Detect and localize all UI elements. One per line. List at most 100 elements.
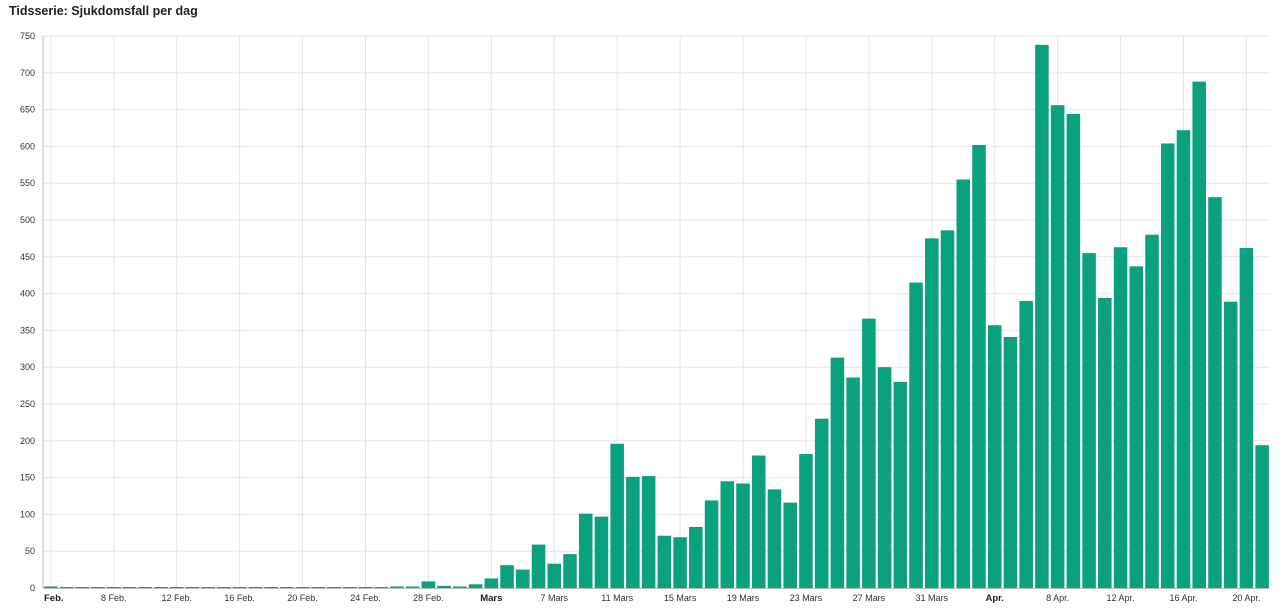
bar[interactable] <box>217 587 231 588</box>
y-tick-label: 500 <box>20 215 35 225</box>
bar[interactable] <box>594 516 609 588</box>
bar[interactable] <box>1113 247 1128 589</box>
bar[interactable] <box>1208 197 1222 588</box>
y-tick-label: 650 <box>20 105 35 115</box>
x-tick-label: 12 Apr. <box>1107 593 1135 603</box>
bar[interactable] <box>44 586 58 589</box>
bar[interactable] <box>138 587 153 588</box>
bar[interactable] <box>1192 81 1206 588</box>
bar[interactable] <box>232 587 247 588</box>
y-tick-labels: 0 50 100 150 200 250 300 350 400 450 500 550 600 650 7… <box>20 31 35 593</box>
bar[interactable] <box>641 476 656 588</box>
bar[interactable] <box>704 500 719 588</box>
bar[interactable] <box>59 587 74 588</box>
bar[interactable] <box>1050 105 1065 589</box>
bar[interactable] <box>516 569 530 588</box>
bar[interactable] <box>987 325 1002 588</box>
bar[interactable] <box>327 587 341 588</box>
bar[interactable] <box>736 483 750 588</box>
bar[interactable] <box>374 587 388 588</box>
bar[interactable] <box>909 282 923 588</box>
bar[interactable] <box>531 544 546 588</box>
bar[interactable] <box>342 587 357 588</box>
bar[interactable] <box>500 565 514 588</box>
bar[interactable] <box>751 455 766 588</box>
bar[interactable] <box>783 502 797 588</box>
y-tick-label: 750 <box>20 31 35 41</box>
bar[interactable] <box>799 454 813 588</box>
y-tick-label: 200 <box>20 436 35 446</box>
bar[interactable] <box>610 443 624 588</box>
bar[interactable] <box>1145 234 1159 588</box>
bar[interactable] <box>468 584 483 588</box>
bar[interactable] <box>1176 130 1191 588</box>
x-tick-label: 8 Apr. <box>1046 593 1069 603</box>
bar[interactable] <box>248 587 263 588</box>
bar[interactable] <box>201 587 215 588</box>
bar[interactable] <box>657 535 672 588</box>
bar[interactable] <box>122 587 137 588</box>
bar[interactable] <box>75 587 90 588</box>
bar[interactable] <box>484 578 499 588</box>
bar[interactable] <box>421 581 436 588</box>
bar[interactable] <box>1239 247 1254 588</box>
bar[interactable] <box>1255 445 1269 588</box>
y-tick-label: 550 <box>20 178 35 188</box>
bar[interactable] <box>814 418 829 588</box>
bar[interactable] <box>626 476 640 588</box>
x-tick-label: 8 Feb. <box>101 593 127 603</box>
bar[interactable] <box>1003 337 1018 588</box>
bar[interactable] <box>1223 301 1238 588</box>
bar[interactable] <box>91 587 105 588</box>
bar[interactable] <box>846 377 860 589</box>
bar[interactable] <box>185 587 200 588</box>
chart-title: Tidsserie: Sjukdomsfall per dag <box>9 4 198 18</box>
bar[interactable] <box>1129 266 1144 588</box>
bar[interactable] <box>1066 114 1081 589</box>
bar[interactable] <box>972 144 986 588</box>
bar[interactable] <box>358 587 373 588</box>
bar[interactable] <box>1019 300 1033 588</box>
bar[interactable] <box>720 481 735 588</box>
bar[interactable] <box>1160 143 1175 588</box>
bar[interactable] <box>154 587 168 588</box>
x-tick-label: 31 Mars <box>916 593 949 603</box>
bar[interactable] <box>940 230 955 589</box>
x-tick-label: 11 Mars <box>601 593 633 603</box>
y-tick-label: 250 <box>20 399 35 409</box>
x-tick-label: 27 Mars <box>853 593 886 603</box>
y-tick-label: 100 <box>20 509 35 519</box>
bar[interactable] <box>673 537 687 588</box>
bar[interactable] <box>107 587 121 588</box>
bar[interactable] <box>689 526 703 588</box>
bar[interactable] <box>311 587 326 588</box>
bar[interactable] <box>563 554 577 588</box>
bar[interactable] <box>1082 253 1096 588</box>
bar[interactable] <box>893 381 908 588</box>
x-tick-label: Mars <box>480 593 502 604</box>
y-tick-label: 350 <box>20 325 35 335</box>
bar[interactable] <box>830 357 845 588</box>
x-tick-label: 12 Feb. <box>161 593 192 603</box>
x-tick-label: Apr. <box>985 593 1003 604</box>
y-tick-label: 400 <box>20 289 35 299</box>
bar[interactable] <box>547 563 562 588</box>
bar[interactable] <box>578 513 593 588</box>
bar[interactable] <box>453 586 467 589</box>
bar[interactable] <box>437 585 451 588</box>
bar[interactable] <box>877 367 892 588</box>
bar[interactable] <box>280 587 294 588</box>
y-tick-label: 150 <box>20 473 35 483</box>
bar[interactable] <box>390 586 404 589</box>
bar[interactable] <box>405 586 420 589</box>
bar[interactable] <box>169 587 184 588</box>
bar[interactable] <box>264 587 278 588</box>
bar[interactable] <box>925 238 939 588</box>
bar[interactable] <box>956 179 971 588</box>
bar[interactable] <box>1098 298 1112 588</box>
bar[interactable] <box>767 489 782 588</box>
bar[interactable] <box>295 587 310 588</box>
bar[interactable] <box>1035 44 1049 588</box>
bar[interactable] <box>862 318 876 588</box>
